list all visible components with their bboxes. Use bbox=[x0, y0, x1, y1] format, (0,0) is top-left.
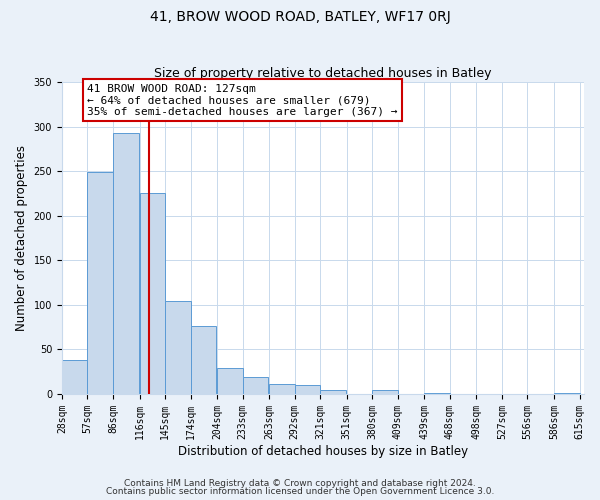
Bar bbox=[295, 385, 320, 394]
Text: Contains public sector information licensed under the Open Government Licence 3.: Contains public sector information licen… bbox=[106, 487, 494, 496]
Title: Size of property relative to detached houses in Batley: Size of property relative to detached ho… bbox=[154, 66, 491, 80]
Bar bbox=[242, 377, 268, 394]
Bar bbox=[88, 172, 113, 394]
Bar bbox=[140, 194, 165, 394]
Bar bbox=[269, 384, 295, 394]
Text: 41, BROW WOOD ROAD, BATLEY, WF17 0RJ: 41, BROW WOOD ROAD, BATLEY, WF17 0RJ bbox=[149, 10, 451, 24]
Bar bbox=[62, 360, 88, 394]
Bar bbox=[191, 326, 216, 394]
Text: 41 BROW WOOD ROAD: 127sqm
← 64% of detached houses are smaller (679)
35% of semi: 41 BROW WOOD ROAD: 127sqm ← 64% of detac… bbox=[88, 84, 398, 117]
Text: Contains HM Land Registry data © Crown copyright and database right 2024.: Contains HM Land Registry data © Crown c… bbox=[124, 478, 476, 488]
Bar bbox=[113, 133, 139, 394]
Bar bbox=[554, 393, 580, 394]
Bar bbox=[320, 390, 346, 394]
Bar bbox=[424, 393, 450, 394]
Bar bbox=[165, 302, 191, 394]
X-axis label: Distribution of detached houses by size in Batley: Distribution of detached houses by size … bbox=[178, 444, 468, 458]
Bar bbox=[372, 390, 398, 394]
Y-axis label: Number of detached properties: Number of detached properties bbox=[15, 145, 28, 331]
Bar bbox=[217, 368, 242, 394]
